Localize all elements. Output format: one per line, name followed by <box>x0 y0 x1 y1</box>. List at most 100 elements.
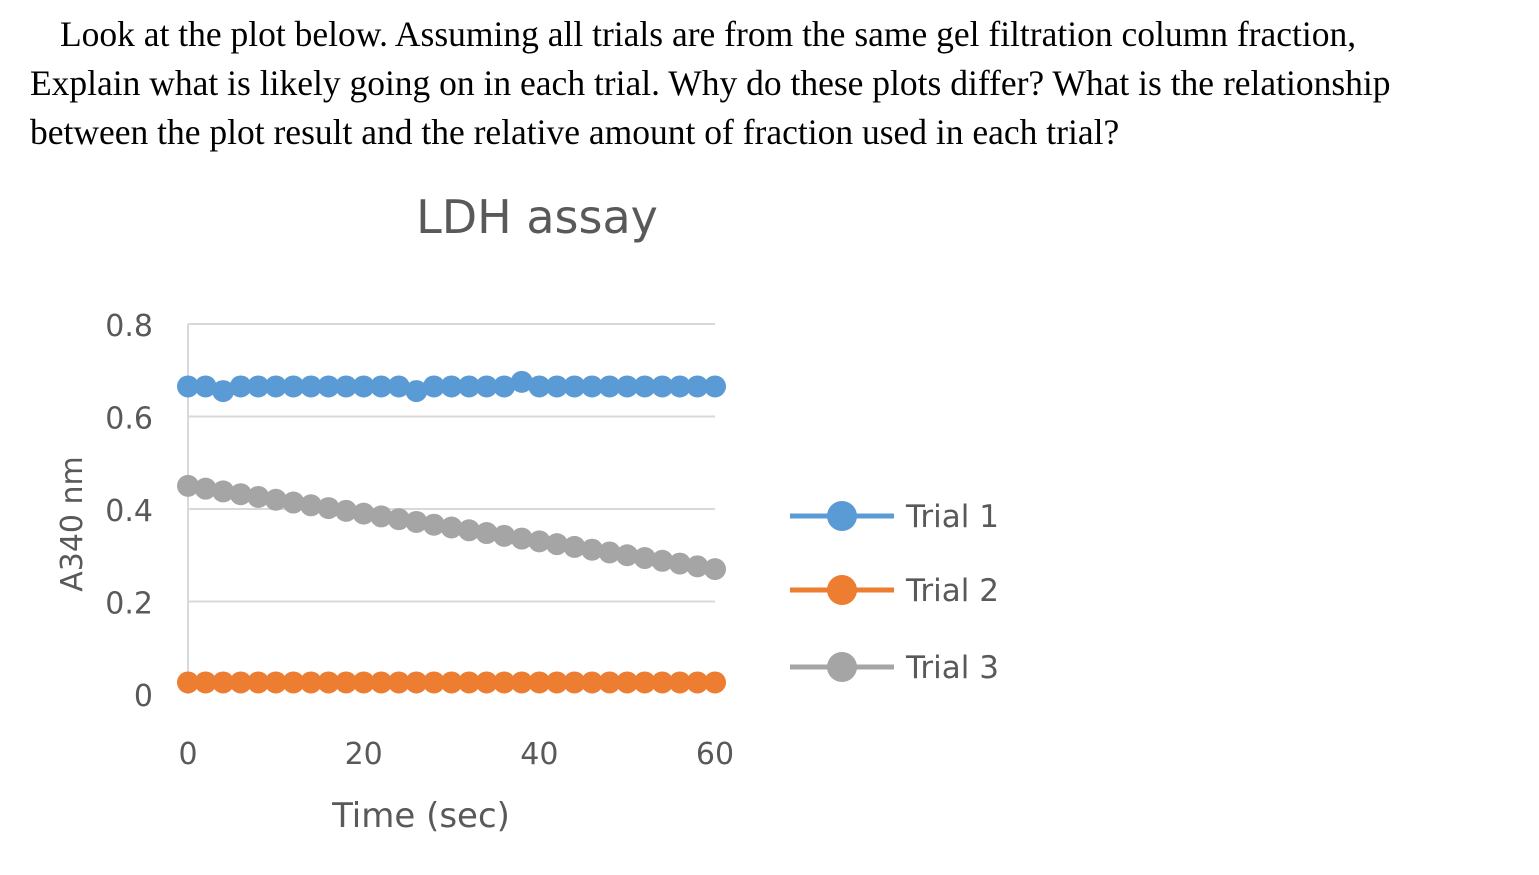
data-point <box>493 375 516 398</box>
data-point <box>335 671 358 694</box>
data-point <box>422 671 445 694</box>
data-point <box>493 524 516 547</box>
data-point <box>598 375 621 398</box>
series-trial-3 <box>177 474 726 581</box>
data-point <box>229 375 252 398</box>
data-point <box>528 530 551 553</box>
x-axis-label: Time (sec) <box>331 796 510 836</box>
x-tick-label: 40 <box>520 737 558 772</box>
data-point <box>686 671 709 694</box>
data-point <box>704 558 726 581</box>
data-point <box>668 671 691 694</box>
data-point <box>598 671 621 694</box>
data-point <box>317 671 340 694</box>
data-point <box>616 544 639 567</box>
legend-label: Trial 3 <box>905 650 999 686</box>
data-point <box>387 671 410 694</box>
question-text: Look at the plot below. Assuming all tri… <box>30 10 1530 157</box>
data-point <box>651 549 674 572</box>
data-point <box>545 533 568 556</box>
x-axis-ticks: 0 20 40 60 <box>178 737 734 772</box>
data-point <box>475 522 498 545</box>
data-point <box>264 375 287 398</box>
legend-marker-icon <box>827 501 857 531</box>
data-point <box>247 485 270 508</box>
data-point <box>475 375 498 398</box>
data-point <box>422 513 445 536</box>
question-line-2: Explain what is likely going on in each … <box>30 63 1391 103</box>
data-point <box>510 370 533 393</box>
data-point <box>475 671 498 694</box>
legend-item-2: Trial 2 <box>790 573 999 609</box>
data-point <box>212 480 235 503</box>
x-tick-label: 0 <box>178 737 197 772</box>
data-point <box>633 547 656 570</box>
data-point <box>704 375 726 398</box>
data-point <box>668 375 691 398</box>
data-point <box>212 671 235 694</box>
data-point <box>335 499 358 522</box>
data-point <box>264 488 287 511</box>
data-point <box>352 671 375 694</box>
data-point <box>387 508 410 531</box>
data-point <box>458 671 481 694</box>
data-point <box>686 375 709 398</box>
data-point <box>563 671 586 694</box>
data-point <box>335 375 358 398</box>
data-point <box>510 671 533 694</box>
data-point <box>194 477 217 500</box>
data-point <box>229 671 252 694</box>
series-trial-1 <box>177 370 726 403</box>
data-point <box>440 375 463 398</box>
data-point <box>212 380 235 403</box>
y-axis-ticks: 0 0.2 0.4 0.6 0.8 <box>105 309 153 714</box>
data-point <box>598 541 621 564</box>
legend-label: Trial 2 <box>905 573 999 609</box>
data-point <box>510 527 533 550</box>
data-point <box>633 671 656 694</box>
data-point <box>177 375 199 398</box>
legend-item-3: Trial 3 <box>790 650 999 686</box>
data-point <box>282 375 305 398</box>
data-point <box>405 671 428 694</box>
data-point <box>387 375 410 398</box>
y-tick-label: 0.4 <box>105 494 153 529</box>
data-point <box>458 519 481 542</box>
data-point <box>581 671 604 694</box>
data-point <box>704 671 726 694</box>
data-point <box>370 505 393 528</box>
data-point <box>563 535 586 558</box>
data-point <box>616 671 639 694</box>
data-point <box>545 375 568 398</box>
legend: Trial 1 Trial 2 Trial 3 <box>790 499 999 686</box>
data-point <box>651 671 674 694</box>
chart-title: LDH assay <box>416 190 658 244</box>
data-point <box>299 671 322 694</box>
data-point <box>194 671 217 694</box>
legend-item-1: Trial 1 <box>790 499 999 535</box>
data-point <box>422 375 445 398</box>
chart-canvas: LDH assay 00.20.40.60.8 0 20 40 60 A340 nm … <box>55 190 999 836</box>
data-point <box>247 671 270 694</box>
data-point <box>528 671 551 694</box>
data-point <box>177 474 199 497</box>
ldh-assay-chart: LDH assay 0 0.2 0.4 0.6 0.8 0 20 40 60 A340 nm … <box>0 170 1100 870</box>
data-point <box>264 671 287 694</box>
series-trial-2 <box>177 671 726 694</box>
data-point <box>282 491 305 514</box>
x-tick-label: 60 <box>696 737 734 772</box>
data-point <box>317 497 340 520</box>
data-point <box>370 671 393 694</box>
legend-marker-icon <box>827 652 857 682</box>
data-point <box>581 538 604 561</box>
data-point <box>581 375 604 398</box>
data-point <box>177 671 199 694</box>
data-point <box>282 671 305 694</box>
data-series <box>177 370 726 694</box>
question-line-1: Look at the plot below. Assuming all tri… <box>60 14 1357 54</box>
data-point <box>528 375 551 398</box>
data-point <box>616 375 639 398</box>
y-tick-label: 0.8 <box>105 309 153 344</box>
data-point <box>247 375 270 398</box>
data-point <box>352 502 375 525</box>
